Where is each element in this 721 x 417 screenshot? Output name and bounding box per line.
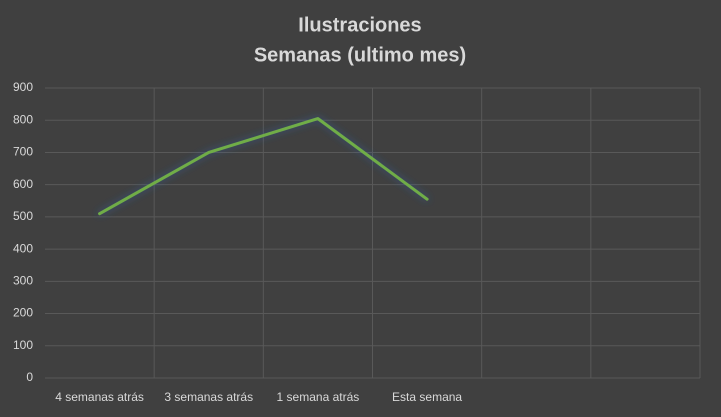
y-tick-label: 200 xyxy=(13,306,33,320)
y-tick-label: 700 xyxy=(13,145,33,159)
x-tick-label: 3 semanas atrás xyxy=(164,390,253,404)
y-tick-label: 0 xyxy=(26,370,33,384)
y-tick-label: 600 xyxy=(13,177,33,191)
y-tick-label: 400 xyxy=(13,241,33,255)
x-tick-label: 1 semana atrás xyxy=(277,390,360,404)
y-tick-label: 100 xyxy=(13,338,33,352)
y-tick-label: 300 xyxy=(13,274,33,288)
chart-subtitle: Semanas (ultimo mes) xyxy=(254,44,466,66)
y-tick-label: 900 xyxy=(13,80,33,94)
series-line xyxy=(98,117,429,216)
chart-title: Ilustraciones xyxy=(298,14,421,36)
x-tick-label: 4 semanas atrás xyxy=(55,390,144,404)
x-tick-label: Esta semana xyxy=(392,390,462,404)
y-tick-label: 500 xyxy=(13,209,33,223)
y-tick-label: 800 xyxy=(13,112,33,126)
